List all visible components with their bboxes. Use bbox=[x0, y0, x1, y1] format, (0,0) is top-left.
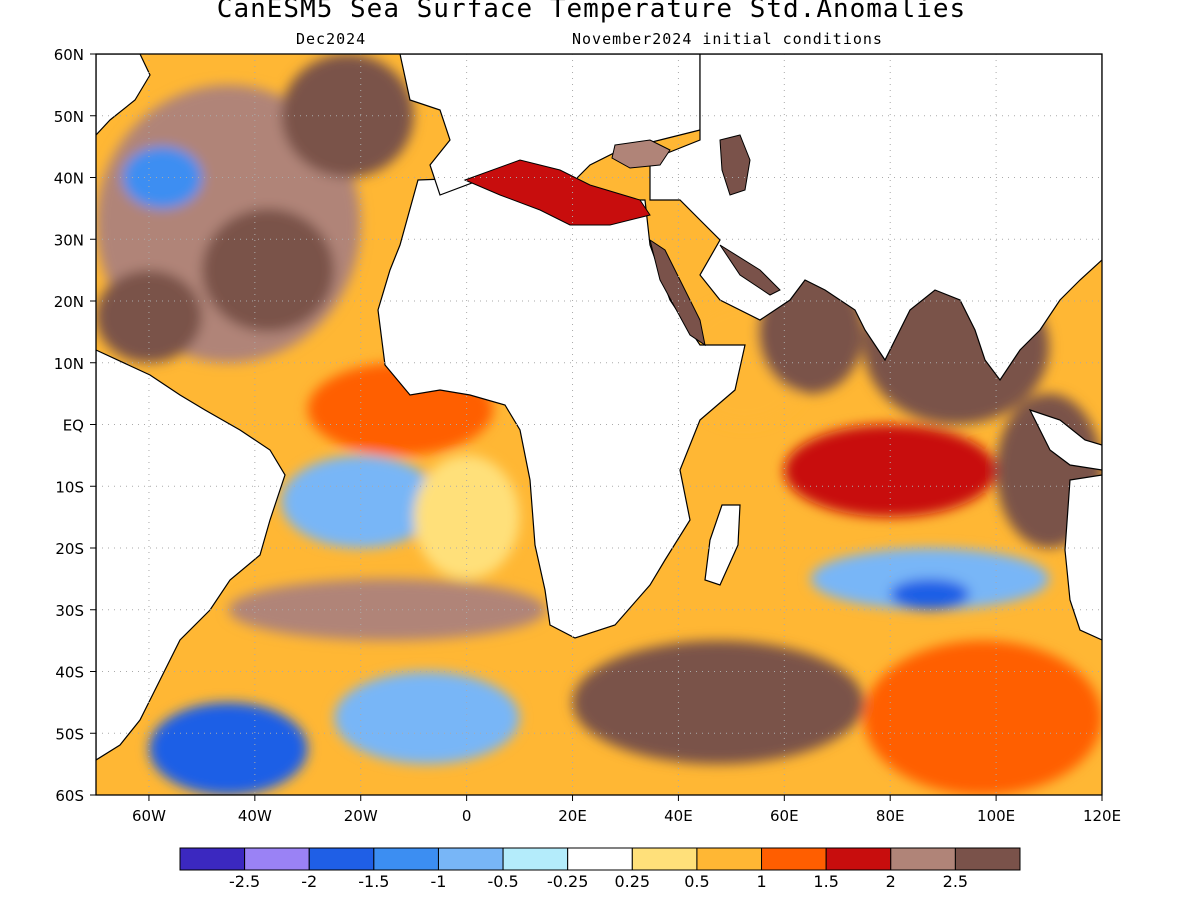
y-tick-label: 40N bbox=[54, 170, 84, 188]
colorbar-swatch bbox=[502, 847, 569, 871]
australia bbox=[1064, 474, 1102, 641]
colorbar-label: -2 bbox=[301, 872, 317, 891]
colorbar-swatch bbox=[825, 847, 892, 871]
y-tick-label: 40S bbox=[55, 664, 84, 682]
black-sea bbox=[611, 139, 671, 169]
africa bbox=[377, 177, 746, 639]
x-axis: 60W 40W 20W 0 20E 40E 60E 80E 100E 120E bbox=[132, 795, 1121, 825]
south-america bbox=[96, 349, 286, 761]
x-tick-label: 20E bbox=[558, 807, 587, 825]
x-tick-label: 40W bbox=[238, 807, 272, 825]
colorbar-swatch bbox=[761, 847, 827, 871]
anomaly-region-18 bbox=[890, 578, 970, 610]
x-tick-label: 80E bbox=[876, 807, 905, 825]
colorbar-label: -2.5 bbox=[229, 872, 260, 891]
colorbar-swatch bbox=[308, 847, 375, 871]
colorbar-swatch bbox=[373, 847, 439, 871]
colorbar-label: 1 bbox=[756, 872, 766, 891]
anomaly-region-11 bbox=[334, 671, 520, 765]
inland-seas bbox=[463, 134, 781, 347]
colorbar-label: 2.5 bbox=[943, 872, 968, 891]
anomaly-region-12 bbox=[572, 640, 864, 765]
x-tick-label: 40E bbox=[664, 807, 693, 825]
y-tick-label: 60S bbox=[55, 787, 84, 805]
anomaly-field bbox=[96, 54, 1102, 795]
madagascar bbox=[704, 504, 741, 586]
y-tick-label: 20N bbox=[54, 293, 84, 311]
anomaly-region-19 bbox=[863, 640, 1102, 795]
x-tick-label: 60W bbox=[132, 807, 166, 825]
caspian-sea bbox=[719, 134, 751, 196]
colorbar-swatch bbox=[954, 847, 1021, 871]
asia bbox=[649, 54, 1102, 382]
y-tick-label: 50N bbox=[54, 108, 84, 126]
valid-month-label: Dec2024 bbox=[296, 30, 367, 48]
y-tick-label: 10S bbox=[55, 478, 84, 496]
north-america-coast bbox=[96, 54, 151, 136]
borneo-sumatra bbox=[1028, 408, 1102, 471]
anomaly-region-10 bbox=[148, 702, 308, 795]
colorbar-swatch bbox=[890, 847, 956, 871]
red-sea bbox=[649, 238, 706, 347]
anomaly-region-8 bbox=[413, 455, 520, 579]
anomaly-region-3 bbox=[96, 270, 202, 363]
plot-area bbox=[96, 54, 1102, 795]
y-tick-label: 10N bbox=[54, 355, 84, 373]
colorbar-label: 0.25 bbox=[614, 872, 650, 891]
x-tick-label: 100E bbox=[977, 807, 1015, 825]
chart-title: CanESM5 Sea Surface Temperature Std.Anom… bbox=[216, 0, 967, 24]
anomaly-region-16 bbox=[784, 424, 997, 518]
colorbar-label: -1.5 bbox=[358, 872, 389, 891]
y-axis: 60N 50N 40N 30N 20N 10N EQ 10S 20S 30S 40S 50S 60S bbox=[54, 46, 96, 805]
colorbar-swatch bbox=[179, 847, 246, 871]
colorbar-label: 2 bbox=[886, 872, 896, 891]
colorbar: -2.5 -2 -1.5 -1 -0.5 -0.25 0.25 0.5 1 1.5 2 2.5 bbox=[179, 847, 1021, 891]
y-tick-label: 20S bbox=[55, 540, 84, 558]
colorbar-swatch bbox=[244, 847, 310, 871]
colorbar-label: -0.25 bbox=[547, 872, 588, 891]
x-tick-label: 0 bbox=[462, 807, 472, 825]
colorbar-label: 1.5 bbox=[813, 872, 838, 891]
colorbar-swatch bbox=[437, 847, 504, 871]
y-tick-label: 50S bbox=[55, 725, 84, 743]
anomaly-region-17 bbox=[810, 548, 1050, 610]
initial-conditions-label: November2024 initial conditions bbox=[572, 30, 883, 48]
anomaly-region-5 bbox=[281, 54, 414, 178]
colorbar-swatch bbox=[567, 847, 633, 871]
y-tick-label: 30N bbox=[54, 231, 84, 249]
colorbar-label: 0.5 bbox=[684, 872, 709, 891]
colorbar-swatch bbox=[631, 847, 698, 871]
persian-gulf bbox=[719, 244, 781, 296]
mediterranean-sea bbox=[463, 159, 651, 226]
colorbar-swatch bbox=[696, 847, 763, 871]
x-tick-label: 120E bbox=[1083, 807, 1121, 825]
anomaly-region-7 bbox=[281, 455, 441, 548]
x-tick-label: 20W bbox=[344, 807, 378, 825]
y-tick-label: 60N bbox=[54, 46, 84, 64]
colorbar-label: -1 bbox=[430, 872, 446, 891]
y-tick-label: 30S bbox=[55, 602, 84, 620]
y-tick-label: EQ bbox=[63, 417, 84, 435]
colorbar-label: -0.5 bbox=[487, 872, 518, 891]
land bbox=[96, 54, 1102, 761]
x-tick-label: 60E bbox=[770, 807, 799, 825]
anomaly-region-2 bbox=[201, 208, 335, 332]
